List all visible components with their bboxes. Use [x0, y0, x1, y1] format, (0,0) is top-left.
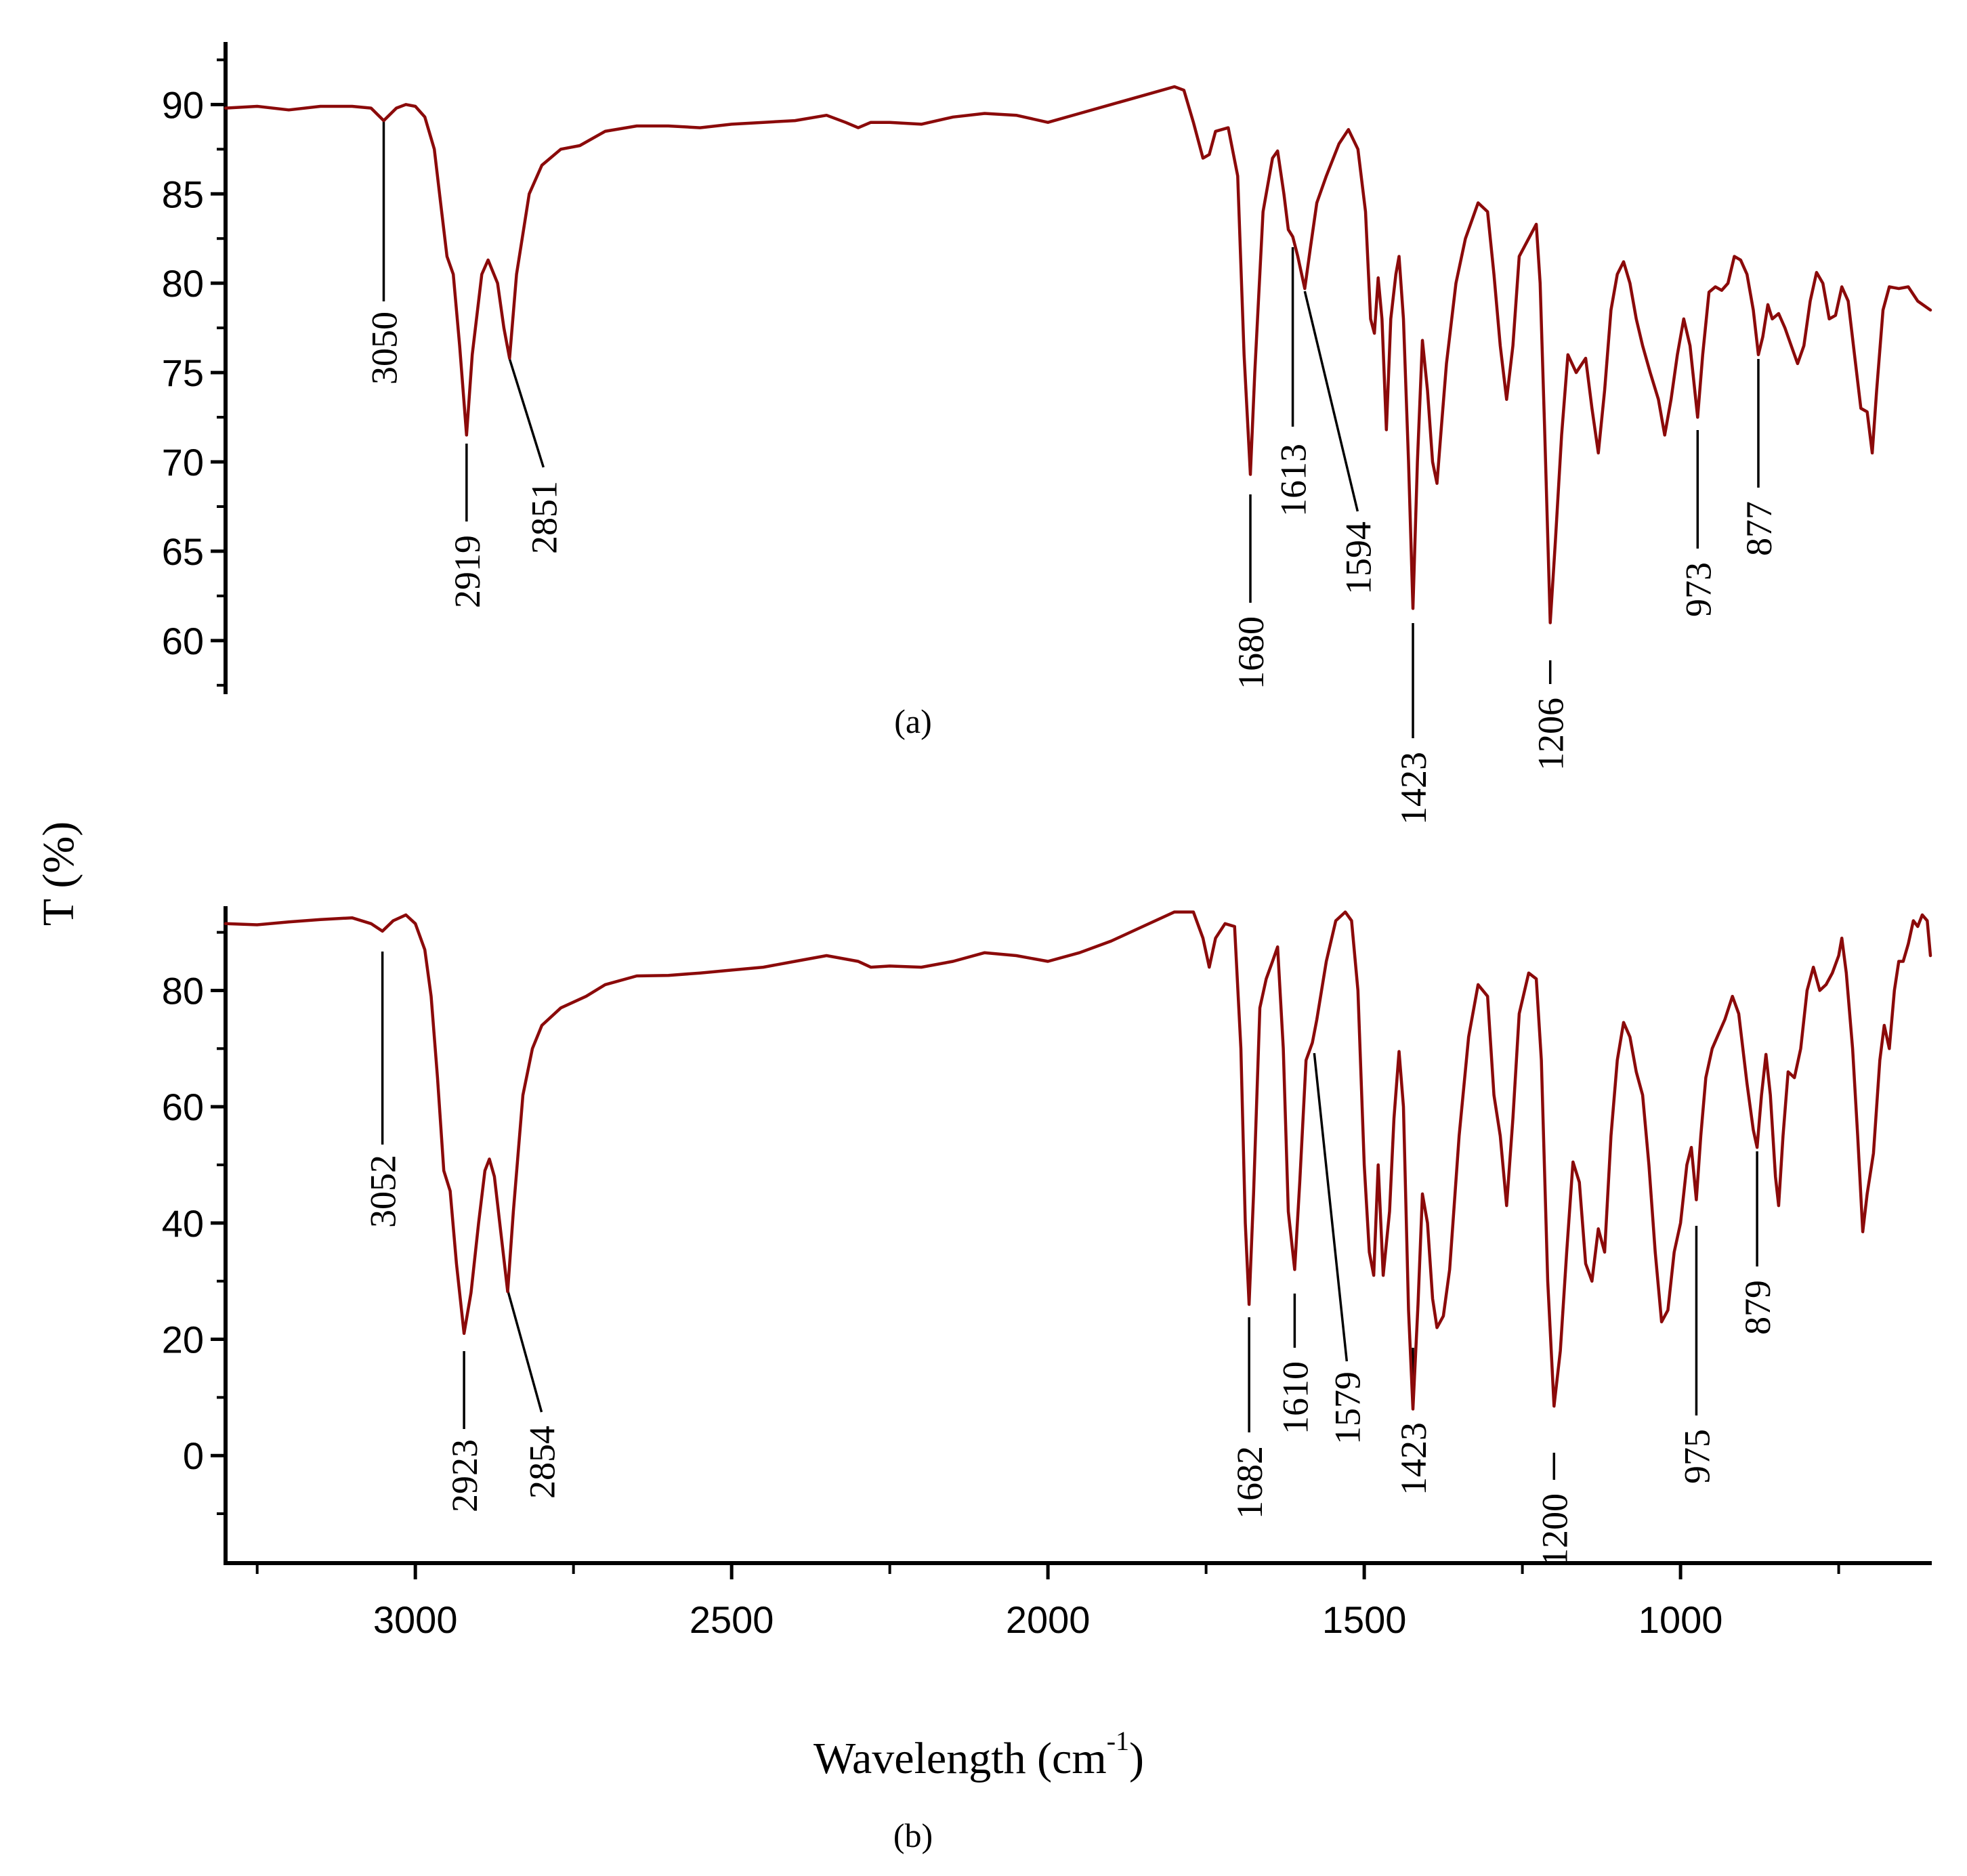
panel-a-y-tick-label: 85 — [162, 173, 204, 215]
x-axis-label-main: Wavelength (cm — [813, 1734, 1107, 1783]
peak-label: 975 — [1676, 1429, 1717, 1484]
panel-b-y-tick-label: 80 — [162, 969, 204, 1012]
panel-b-y-tick-label: 0 — [183, 1434, 204, 1477]
y-axis-label: T (%) — [34, 822, 83, 926]
peak-label: 3050 — [364, 312, 405, 385]
peak-label: 1579 — [1327, 1371, 1368, 1445]
peak-label: 3052 — [363, 1155, 404, 1228]
panel-a-y-tick-label: 90 — [162, 83, 204, 126]
panel-a-y-tick-label: 80 — [162, 262, 204, 305]
panel-a-spectrum-line — [224, 85, 1932, 624]
peak-label: 973 — [1678, 562, 1718, 617]
peak-leader-line — [1313, 1052, 1349, 1362]
panel-b-spectrum-line — [224, 910, 1932, 1411]
x-tick-label: 1500 — [1322, 1598, 1407, 1641]
panel-b-y-ticks: 0 20 40 60 80 — [162, 931, 226, 1516]
panel-a-y-tick-label: 75 — [162, 351, 204, 394]
panel-b-y-tick-label: 60 — [162, 1086, 204, 1128]
peak-label: 1613 — [1273, 444, 1314, 517]
peak-label: 1423 — [1393, 1422, 1434, 1495]
x-axis-label-superscript: -1 — [1107, 1726, 1129, 1756]
peak-leader-line — [1303, 291, 1359, 512]
peak-label: 2923 — [444, 1439, 485, 1512]
peak-label: 2854 — [522, 1426, 563, 1499]
peak-label: 1610 — [1275, 1361, 1315, 1434]
peak-label: 1682 — [1229, 1446, 1270, 1519]
peak-label: 1423 — [1393, 752, 1434, 825]
x-tick-label: 2000 — [1006, 1598, 1091, 1641]
peak-leader-line — [506, 1289, 543, 1413]
peak-label: 2919 — [447, 535, 488, 608]
panel-a-y-tick-label: 70 — [162, 441, 204, 484]
x-tick-label: 2500 — [690, 1598, 774, 1641]
peak-label: 2851 — [524, 481, 564, 554]
peak-label: 1206 — [1531, 698, 1571, 771]
panel-b-y-tick-label: 40 — [162, 1202, 204, 1245]
peak-label: 1594 — [1338, 521, 1378, 595]
panel-b-caption: (b) — [893, 1816, 933, 1854]
x-axis-label-close: ) — [1129, 1734, 1144, 1783]
panel-a: 60 65 70 75 80 85 90 3050 2919 2851 1680 1613 1594 1… — [162, 42, 1932, 825]
panel-a-y-ticks: 60 65 70 75 80 85 90 — [162, 58, 226, 687]
panel-a-peak-annotations: 3050 2919 2851 1680 1613 1594 1423 1206 973 877 — [364, 119, 1779, 825]
panel-a-y-tick-label: 65 — [162, 530, 204, 573]
x-axis-ticks: 1000 1500 2000 2500 3000 — [255, 1563, 1840, 1641]
x-axis-label: Wavelength (cm-1) — [813, 1726, 1144, 1783]
panel-b-y-tick-label: 20 — [162, 1319, 204, 1361]
panel-a-y-tick-label: 60 — [162, 620, 204, 662]
peak-leader-line — [508, 358, 545, 468]
panel-a-caption: (a) — [894, 702, 932, 740]
peak-label: 877 — [1739, 501, 1779, 556]
panel-b: 0 20 40 60 80 1000 1500 2000 2500 3000 3052 2923 2… — [162, 906, 1932, 1641]
peak-label: 879 — [1737, 1280, 1778, 1335]
x-tick-label: 3000 — [373, 1598, 458, 1641]
peak-label: 1200 — [1534, 1493, 1575, 1566]
peak-label: 1680 — [1231, 616, 1271, 689]
x-tick-label: 1000 — [1638, 1598, 1723, 1641]
